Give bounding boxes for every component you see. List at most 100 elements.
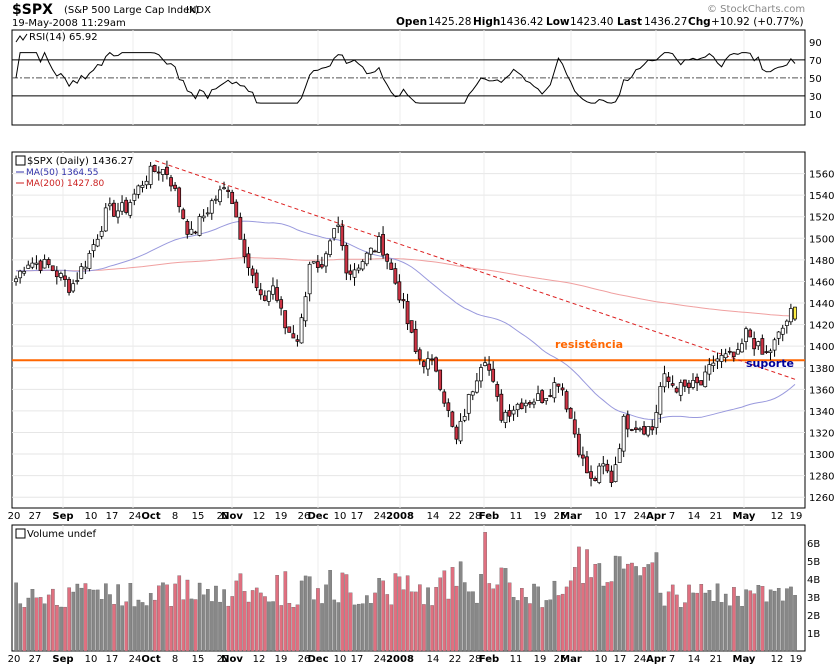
volume-bar: [169, 606, 173, 652]
rsi-tick-label: 90: [809, 38, 822, 49]
candle-body: [397, 281, 402, 301]
candle-body: [87, 253, 92, 269]
volume-bar: [254, 587, 259, 652]
x-axis-label: 22: [217, 654, 230, 665]
volume-tick-label: 1B: [807, 629, 820, 640]
volume-bar: [715, 583, 720, 652]
candle-body: [760, 338, 765, 355]
candle-body: [707, 364, 712, 375]
candle-body: [646, 426, 651, 436]
x-axis-label: 24: [129, 654, 142, 665]
volume-legend: Volume undef: [15, 528, 97, 540]
volume-bar: [230, 596, 235, 652]
candle-body: [544, 398, 549, 402]
volume-bar: [157, 585, 161, 652]
x-axis-label: 22: [449, 511, 462, 522]
candle-body: [165, 166, 169, 175]
candle-body: [793, 306, 797, 320]
ma50-legend-text: MA(50) 1364.55: [26, 168, 98, 178]
price-tick-label: 1260: [809, 493, 834, 504]
x-axis-label: Oct: [141, 511, 160, 522]
x-axis-label: 25: [554, 654, 567, 665]
volume-bar: [719, 602, 724, 652]
candle-body: [438, 369, 443, 390]
volume-bar: [336, 602, 341, 652]
volume-bar: [511, 597, 516, 652]
volume-bar: [316, 588, 320, 652]
volume-bar: [95, 589, 100, 652]
volume-bar: [483, 532, 487, 652]
candle-body: [764, 351, 769, 353]
ma200-line: [16, 257, 796, 317]
volume-bar: [728, 605, 732, 652]
volume-bar: [46, 594, 51, 652]
candle-body: [532, 401, 536, 405]
volume-bar: [679, 607, 683, 652]
candle-body: [205, 212, 210, 215]
candle-body: [136, 185, 141, 195]
volume-bar: [776, 588, 781, 652]
candle-body: [727, 350, 732, 353]
volume-bar: [409, 591, 414, 652]
volume-bar: [577, 546, 581, 652]
volume-bar: [768, 589, 773, 652]
x-axis-label: 26: [298, 654, 311, 665]
candle-body: [201, 215, 206, 219]
volume-bar: [613, 555, 618, 652]
candle-body: [112, 202, 116, 217]
candle-body: [311, 261, 316, 264]
volume-bar: [112, 604, 116, 652]
candle-body: [564, 391, 569, 410]
x-axis-label: Sep: [52, 511, 73, 522]
volume-bar: [732, 587, 736, 652]
candle-body: [254, 272, 259, 289]
volume-bar: [683, 602, 687, 652]
candle-body: [34, 262, 39, 265]
candle-body: [234, 201, 239, 218]
volume-bar: [352, 604, 357, 652]
candle-body: [585, 456, 589, 474]
volume-bar: [666, 591, 671, 652]
x-axis-label: 19: [275, 511, 288, 522]
volume-bar: [136, 599, 141, 652]
volume-bar: [450, 567, 455, 652]
x-axis-label: 12: [253, 511, 266, 522]
volume-bar: [344, 574, 349, 652]
candle-body: [140, 184, 145, 188]
volume-bar: [238, 573, 243, 652]
x-axis-label: 21: [710, 511, 723, 522]
rsi-legend-icon: [15, 33, 28, 43]
candle-body: [124, 199, 129, 213]
candle-body: [271, 285, 275, 295]
candle-body: [340, 225, 345, 247]
low-label: Low: [546, 16, 570, 28]
candle-body: [523, 402, 528, 407]
rsi-tick-label: 30: [809, 92, 822, 103]
volume-bar: [487, 583, 492, 652]
volume-bar: [507, 582, 512, 652]
x-axis-label: 24: [129, 511, 142, 522]
volume-bar: [617, 556, 622, 652]
candle-body: [487, 363, 492, 371]
candle-body: [417, 349, 422, 360]
trendline: [155, 160, 797, 381]
candle-body: [344, 244, 349, 274]
x-axis-label: Oct: [141, 654, 160, 665]
candle-body: [303, 296, 308, 322]
volume-bar: [642, 567, 646, 652]
volume-bar: [279, 605, 284, 652]
volume-bar: [389, 604, 394, 652]
candle-body: [674, 387, 679, 393]
candle-body: [287, 326, 292, 333]
volume-bar: [91, 589, 96, 652]
candle-body: [719, 355, 724, 362]
candle-body: [348, 270, 353, 275]
volume-bar: [764, 601, 769, 652]
x-axis-label: 24: [374, 654, 387, 665]
candle-body: [442, 391, 447, 404]
candle-body: [246, 253, 251, 269]
volume-bar: [789, 586, 793, 652]
volume-bar: [793, 595, 797, 652]
chg-label: Chg: [688, 16, 711, 28]
candle-body: [230, 191, 235, 204]
